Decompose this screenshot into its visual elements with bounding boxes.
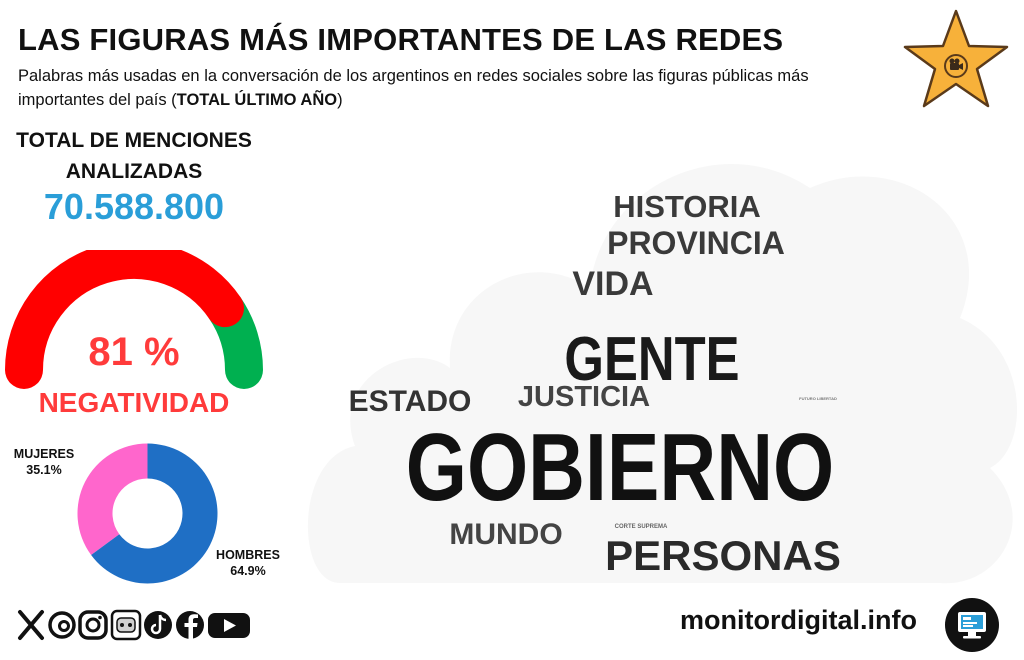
- donut-slice-mujeres: [77, 443, 148, 555]
- mentions-label: TOTAL DE MENCIONES ANALIZADAS: [0, 125, 268, 187]
- threads-icon[interactable]: [48, 611, 76, 639]
- pie-label-hombres-name: HOMBRES: [216, 548, 280, 562]
- mentions-label-line2: ANALIZADAS: [65, 160, 203, 183]
- cloud-word-personas: PERSONAS: [605, 532, 841, 579]
- gender-donut-chart: [77, 443, 218, 584]
- negativity-value: 81 %: [88, 330, 180, 374]
- site-url[interactable]: monitordigital.info: [680, 605, 917, 635]
- social-icons: [18, 609, 250, 641]
- monitor-icon: [945, 598, 999, 652]
- cloud-word-vida: VIDA: [572, 265, 653, 303]
- cloud-word-justicia: JUSTICIA: [518, 381, 650, 413]
- tiktok-icon[interactable]: [144, 611, 172, 639]
- pie-label-mujeres-value: 35.1%: [26, 463, 62, 477]
- mentions-value: 70.588.800: [43, 186, 225, 227]
- donut-slice-hombres: [91, 443, 218, 584]
- instagram-icon[interactable]: [78, 610, 108, 640]
- cloud-word-corte-suprema: CORTE SUPREMA: [615, 524, 668, 530]
- cloud-word-provincia: PROVINCIA: [607, 225, 785, 261]
- cloud-word-historia: HISTORIA: [613, 189, 761, 224]
- pie-label-mujeres-name: MUJERES: [13, 447, 75, 461]
- star-icon: [903, 9, 1009, 108]
- cloud-word-futuro-libertad: FUTURO LIBERTAD: [799, 396, 837, 401]
- gauge-negative-arc: [5, 250, 244, 389]
- subtitle-bold: TOTAL ÚLTIMO AÑO: [176, 91, 338, 109]
- negativity-gauge: [5, 250, 263, 389]
- pie-label-hombres: HOMBRES 64.9%: [210, 547, 286, 579]
- mentions-label-line1: TOTAL DE MENCIONES: [16, 129, 252, 152]
- page-title: LAS FIGURAS MÁS IMPORTANTES DE LAS REDES: [18, 22, 784, 57]
- subtitle-main: Palabras más usadas en la conversación d…: [18, 67, 809, 109]
- youtube-icon[interactable]: [208, 613, 250, 638]
- negativity-label: NEGATIVIDAD: [38, 387, 230, 418]
- page-subtitle: Palabras más usadas en la conversación d…: [18, 64, 838, 112]
- pie-label-hombres-value: 64.9%: [230, 564, 266, 578]
- cloud-word-gente: GENTE: [564, 325, 739, 394]
- chatbot-icon[interactable]: [110, 609, 142, 641]
- facebook-icon[interactable]: [176, 611, 204, 639]
- cloud-word-gobierno: GOBIERNO: [406, 414, 835, 521]
- x-icon[interactable]: [18, 610, 44, 640]
- cloud-word-mundo: MUNDO: [449, 518, 562, 551]
- pie-label-mujeres: MUJERES 35.1%: [8, 446, 80, 478]
- cloud-word-estado: ESTADO: [349, 385, 472, 418]
- cloud-shape: [307, 164, 1018, 584]
- subtitle-end: ): [337, 91, 343, 109]
